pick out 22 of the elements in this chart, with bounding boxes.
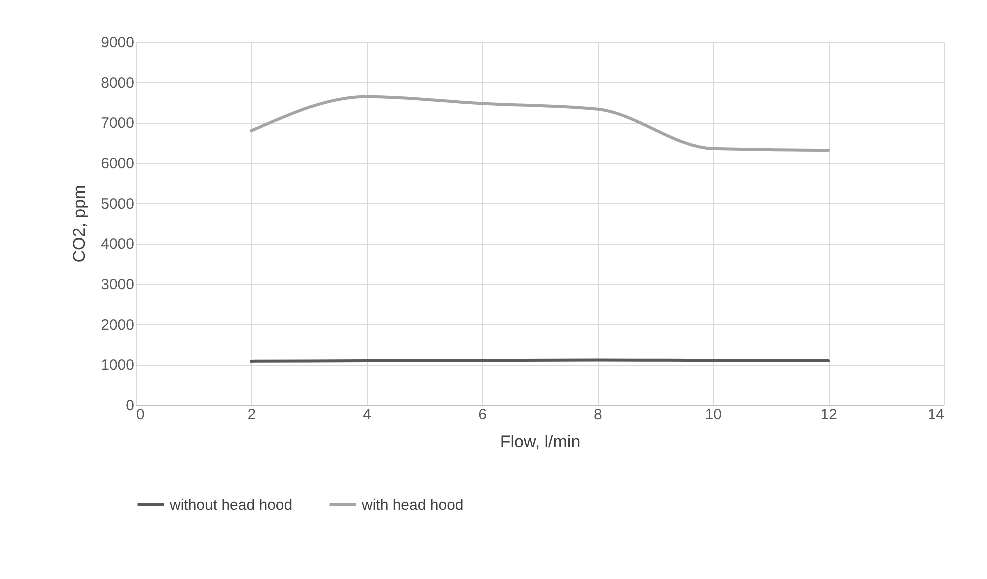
y-tick-label: 4000 [101, 236, 134, 254]
y-tick-label: 9000 [101, 34, 134, 52]
y-axis-title: CO2, ppm [70, 185, 90, 263]
y-tick-label: 7000 [101, 115, 134, 132]
x-tick-label: 2 [248, 406, 256, 424]
y-tick-label: 1000 [101, 357, 134, 374]
x-axis-title: Flow, l/min [500, 432, 581, 452]
x-tick-label: 6 [478, 406, 487, 424]
line-series [250, 95, 830, 152]
y-tick-label: 3000 [101, 276, 134, 294]
legend-label: without head hood [169, 497, 293, 514]
y-tick-label: 8000 [101, 74, 134, 92]
y-tick-label: 2000 [101, 316, 134, 334]
x-tick-label: 4 [363, 406, 372, 424]
x-tick-label: 14 [928, 406, 944, 424]
y-tick-label: 6000 [101, 156, 134, 172]
x-tick-label: 10 [705, 406, 722, 424]
x-tick-label: 12 [820, 406, 838, 424]
x-tick-label: 8 [594, 406, 602, 424]
y-tick-label: 5000 [101, 196, 134, 213]
x-tick-label: 0 [136, 406, 145, 424]
legend-label: with head hood [361, 497, 464, 514]
